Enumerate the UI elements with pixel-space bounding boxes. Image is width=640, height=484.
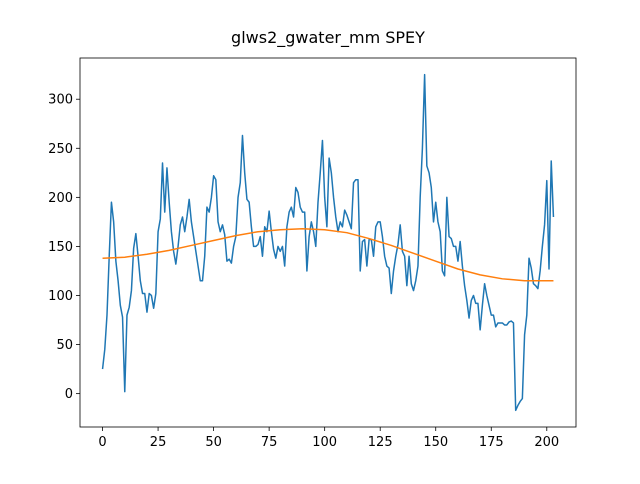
y-tick-label: 200: [48, 191, 73, 206]
x-tick-label: 75: [261, 435, 278, 450]
y-tick-label: 0: [65, 387, 73, 402]
y-tick-label: 50: [56, 338, 73, 353]
x-tick-label: 125: [368, 435, 393, 450]
y-tick-label: 250: [48, 142, 73, 157]
y-tick-label: 150: [48, 240, 73, 255]
x-tick-label: 0: [98, 435, 106, 450]
x-tick-label: 150: [423, 435, 448, 450]
y-tick-label: 100: [48, 289, 73, 304]
x-tick-label: 200: [534, 435, 559, 450]
x-tick-label: 25: [150, 435, 167, 450]
x-tick-label: 175: [479, 435, 504, 450]
x-tick-label: 100: [312, 435, 337, 450]
plot-frame: [79, 57, 577, 428]
y-tick-label: 300: [48, 93, 73, 108]
x-tick-label: 50: [205, 435, 222, 450]
data-line: [101, 73, 555, 412]
data-line: [102, 228, 554, 282]
chart-title: glws2_gwater_mm SPEY: [231, 28, 425, 48]
